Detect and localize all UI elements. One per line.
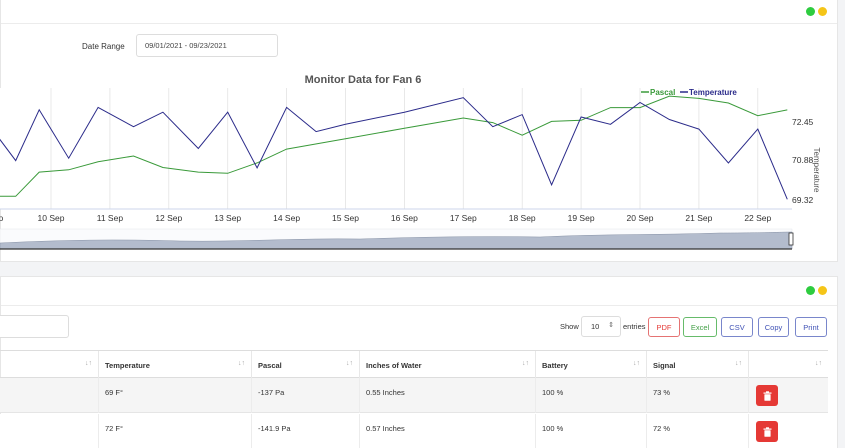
date-range-label: Date Range	[82, 42, 125, 51]
chart-legend[interactable]: Pascal Temperature	[641, 88, 737, 97]
y-tick-label: 72.45	[792, 117, 814, 127]
yellow-dot-icon[interactable]	[818, 286, 827, 295]
y-tick-label: 70.88	[792, 155, 814, 165]
y-axis-ticks: 72.45 70.88 69.32	[792, 117, 814, 205]
entries-label: entries	[623, 322, 646, 331]
sort-icon: ↓↑	[735, 360, 742, 367]
table-header: ↓↑ Temperature ↓↑ Pascal ↓↑ Inches of Wate…	[0, 350, 828, 379]
y-tick-label: 69.32	[792, 195, 814, 205]
yellow-dot-icon[interactable]	[818, 7, 827, 16]
x-tick-label: 15 Sep	[332, 213, 359, 223]
series-line-pascal	[0, 95, 788, 197]
x-tick-label: 9 Sep	[0, 213, 3, 223]
y-axis-title: Temperature	[812, 148, 821, 193]
table-cell-inches: 0.55 Inches	[360, 378, 536, 413]
column-header-label: Temperature	[105, 361, 150, 370]
card-header-divider	[1, 23, 837, 24]
plot-area	[0, 88, 792, 209]
print-button[interactable]: Print	[795, 317, 827, 337]
copy-button[interactable]: Copy	[758, 317, 789, 337]
excel-button[interactable]: Excel	[683, 317, 717, 337]
table-cell-pascal: -137 Pa	[252, 378, 360, 413]
date-range-input[interactable]: 09/01/2021 - 09/23/2021	[136, 34, 278, 57]
table-cell-actions	[749, 378, 828, 413]
green-dot-icon[interactable]	[806, 7, 815, 16]
entries-select[interactable]: 10 ⇕	[581, 316, 621, 337]
sort-icon: ↓↑	[238, 360, 245, 367]
x-tick-label: 21 Sep	[685, 213, 712, 223]
x-axis-ticks: 9 Sep 10 Sep 11 Sep 12 Sep 13 Sep 14 Sep 15 Se…	[0, 213, 772, 223]
chart-grid	[0, 88, 792, 210]
column-header-signal[interactable]: Signal ↓↑	[647, 351, 749, 379]
column-header-battery[interactable]: Battery ↓↑	[536, 351, 647, 379]
window-status-dots	[806, 7, 827, 16]
trash-icon	[763, 390, 771, 401]
monitor-chart: Monitor Data for Fan 6 9 Sep 10 Sep 11 Sep…	[0, 74, 821, 250]
window-status-dots-bottom	[806, 286, 827, 295]
table-cell-inches: 0.57 Inches	[360, 414, 536, 448]
sort-icon: ↓↑	[346, 360, 353, 367]
x-tick-label: 16 Sep	[391, 213, 418, 223]
sort-icon: ↓↑	[85, 360, 92, 367]
delete-button[interactable]	[756, 385, 778, 406]
column-header-inches[interactable]: Inches of Water ↓↑	[360, 351, 536, 379]
green-dot-icon[interactable]	[806, 286, 815, 295]
table-cell-temperature: 69 F°	[99, 378, 252, 413]
column-header-first[interactable]: ↓↑	[0, 351, 99, 379]
column-header-temperature[interactable]: Temperature ↓↑	[99, 351, 252, 379]
table-cell-actions	[749, 414, 828, 448]
trash-icon	[763, 426, 771, 437]
pdf-button[interactable]: PDF	[648, 317, 680, 337]
entries-value: 10	[591, 322, 600, 331]
table-cell-battery: 100 %	[536, 378, 647, 413]
x-tick-label: 17 Sep	[450, 213, 477, 223]
column-header-pascal[interactable]: Pascal ↓↑	[252, 351, 360, 379]
legend-pascal-label: Pascal	[650, 88, 675, 97]
show-label: Show	[560, 322, 579, 331]
x-tick-label: 13 Sep	[214, 213, 241, 223]
column-header-label: Signal	[653, 361, 676, 370]
sort-icon: ↓↑	[815, 360, 822, 367]
x-tick-label: 18 Sep	[509, 213, 536, 223]
card-header-divider	[1, 305, 837, 306]
csv-button[interactable]: CSV	[721, 317, 753, 337]
x-tick-label: 20 Sep	[627, 213, 654, 223]
legend-temperature-label: Temperature	[689, 88, 737, 97]
column-header-label: Inches of Water	[366, 361, 422, 370]
chart-title: Monitor Data for Fan 6	[305, 74, 422, 86]
x-tick-label: 19 Sep	[568, 213, 595, 223]
x-tick-label: 11 Sep	[97, 213, 124, 223]
table-row: 72 F° -141.9 Pa 0.57 Inches 100 % 72 %	[0, 414, 828, 448]
x-tick-label: 22 Sep	[744, 213, 771, 223]
table-cell-pascal: -141.9 Pa	[252, 414, 360, 448]
table-search-input[interactable]	[0, 315, 69, 338]
series-line-temperature	[0, 97, 788, 200]
table-cell-signal: 72 %	[647, 414, 749, 448]
table-cell-battery: 100 %	[536, 414, 647, 448]
sort-icon: ↓↑	[522, 360, 529, 367]
column-header-label: Pascal	[258, 361, 282, 370]
column-header-actions[interactable]: ↓↑	[749, 351, 828, 379]
x-tick-label: 10 Sep	[38, 213, 65, 223]
table-cell	[0, 378, 99, 413]
table-cell-temperature: 72 F°	[99, 414, 252, 448]
x-tick-label: 14 Sep	[273, 213, 300, 223]
chart-series	[0, 95, 788, 200]
x-tick-label: 12 Sep	[155, 213, 182, 223]
navigator-handle-icon[interactable]	[788, 232, 794, 246]
column-header-label: Battery	[542, 361, 568, 370]
sort-icon: ↓↑	[633, 360, 640, 367]
table-cell-signal: 73 %	[647, 378, 749, 413]
delete-button[interactable]	[756, 421, 778, 442]
sort-updown-icon: ⇕	[608, 322, 614, 329]
table-row: 69 F° -137 Pa 0.55 Inches 100 % 73 %	[0, 378, 828, 413]
range-navigator[interactable]	[0, 228, 794, 250]
table-cell	[0, 414, 99, 448]
